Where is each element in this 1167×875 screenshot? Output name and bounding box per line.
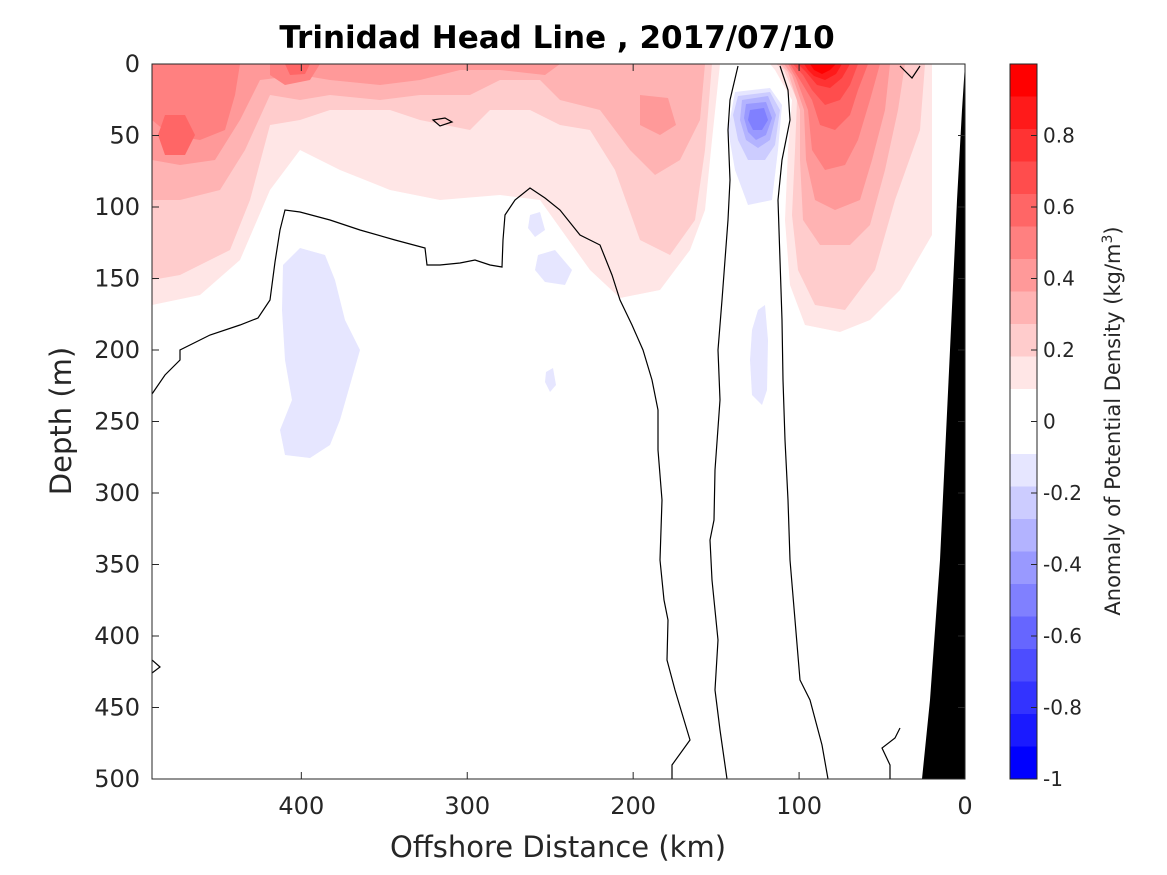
colorbar-segment xyxy=(1010,64,1037,97)
colorbar-segment xyxy=(1010,616,1037,650)
y-tick-label: 500 xyxy=(94,765,140,793)
positive-anomaly-0.6-left xyxy=(158,115,195,155)
colorbar-segment xyxy=(1010,454,1037,487)
y-tick-label: 350 xyxy=(94,551,140,579)
positive-anomaly-max-right xyxy=(810,64,836,74)
x-tick-label: 400 xyxy=(278,792,324,820)
bathymetry-seafloor xyxy=(922,64,965,779)
plot-area: 400 300 200 100 0 0 50 100 150 200 250 300 350 400 45… xyxy=(94,50,972,820)
colorbar-segment xyxy=(1010,746,1037,780)
zero-contour-surface-cusp xyxy=(899,65,921,79)
zero-contour-main xyxy=(152,187,691,779)
colorbar-segment xyxy=(1010,519,1037,552)
colorbar-tick-label: 0.2 xyxy=(1043,338,1075,362)
negative-anomaly-patch-small-2 xyxy=(528,212,545,237)
colorbar-segment xyxy=(1010,129,1037,162)
positive-anomaly-0.3-left xyxy=(152,64,705,200)
colorbar-segment xyxy=(1010,161,1037,195)
y-tick-label: 0 xyxy=(125,50,140,78)
colorbar-segment xyxy=(1010,584,1037,617)
x-tick-label: 0 xyxy=(957,792,972,820)
colorbar-tick-label: -0.4 xyxy=(1043,553,1082,577)
colorbar-segment xyxy=(1010,649,1037,682)
negative-anomaly-patch-small-1 xyxy=(535,250,572,285)
colorbar-segment xyxy=(1010,356,1037,390)
colorbar-segment xyxy=(1010,194,1037,227)
positive-anomaly-0.4-left xyxy=(152,64,560,165)
zero-contour-nearshore xyxy=(881,727,901,779)
colorbar-tick-label: -0.8 xyxy=(1043,696,1082,720)
colorbar-segment xyxy=(1010,551,1037,585)
y-tick-label: 200 xyxy=(94,336,140,364)
colorbar-tick-label: -1 xyxy=(1043,767,1063,791)
colorbar-segment xyxy=(1010,421,1037,455)
anomaly-field xyxy=(152,64,965,779)
colorbar-tick-label: -0.6 xyxy=(1043,624,1082,648)
negative-anomaly-patch-small-3 xyxy=(545,368,556,392)
negative-anomaly-patch-column-deep xyxy=(750,305,768,405)
colorbar-tick-label: 0.6 xyxy=(1043,195,1075,219)
chart-title: Trinidad Head Line , 2017/07/10 xyxy=(279,20,834,56)
colorbar-tick-label: 0 xyxy=(1043,410,1056,434)
colorbar-segment xyxy=(1010,681,1037,715)
y-axis: 0 50 100 150 200 250 300 350 400 450 500 xyxy=(94,50,965,793)
positive-anomaly-0.4-mid xyxy=(640,95,676,135)
colorbar-segment xyxy=(1010,389,1037,422)
y-tick-label: 300 xyxy=(94,479,140,507)
positive-anomaly-0.6-top xyxy=(285,64,310,75)
colorbar-segment xyxy=(1010,96,1037,130)
positive-anomaly-0.2-left xyxy=(152,64,712,280)
negative-anomaly-0.5-column xyxy=(748,108,768,130)
zero-contour-small-loop xyxy=(431,117,454,127)
colorbar-segment xyxy=(1010,226,1037,260)
y-tick-label: 250 xyxy=(94,408,140,436)
colorbar-segment xyxy=(1010,259,1037,292)
negative-anomaly-patch-deep xyxy=(280,248,360,458)
y-tick-label: 150 xyxy=(94,265,140,293)
colorbar-segment xyxy=(1010,324,1037,357)
y-axis-label: Depth (m) xyxy=(44,347,78,495)
colorbar-tick-label: 0.4 xyxy=(1043,267,1075,291)
colorbar-segment xyxy=(1010,486,1037,520)
y-tick-label: 450 xyxy=(94,694,140,722)
colorbar-segment xyxy=(1010,714,1037,747)
colorbar-tick-label: 0.8 xyxy=(1043,124,1075,148)
colorbar-label: Anomaly of Potential Density (kg/m3) xyxy=(1100,226,1125,615)
x-tick-label: 300 xyxy=(444,792,490,820)
y-tick-label: 400 xyxy=(94,622,140,650)
y-tick-label: 100 xyxy=(94,193,140,221)
colorbar: 0.8 0.6 0.4 0.2 0 -0.2 -0.4 -0.6 -0.8 -1 Anomaly … xyxy=(1009,63,1125,791)
colorbar-tick-label: -0.2 xyxy=(1043,481,1082,505)
x-axis: 400 300 200 100 0 xyxy=(278,64,973,820)
colorbar-segment xyxy=(1010,291,1037,325)
zero-contour-lines xyxy=(152,65,921,779)
x-tick-label: 100 xyxy=(776,792,822,820)
zero-contour-column-right xyxy=(777,65,829,779)
zero-contour-left-edge xyxy=(152,659,161,674)
x-axis-label: Offshore Distance (km) xyxy=(390,830,726,864)
zero-contour-column-left xyxy=(709,65,739,779)
y-tick-label: 50 xyxy=(109,122,140,150)
x-tick-label: 200 xyxy=(610,792,656,820)
